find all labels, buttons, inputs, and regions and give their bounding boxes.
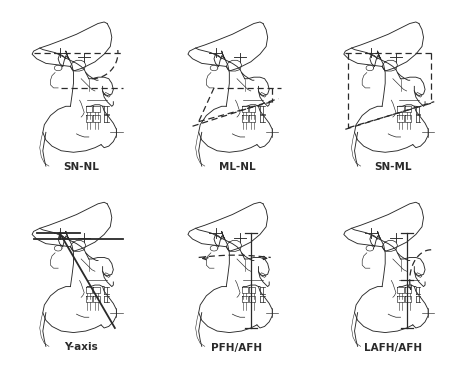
Text: SN-ML: SN-ML <box>374 162 411 172</box>
Text: ML-NL: ML-NL <box>219 162 255 172</box>
Text: Y-axis: Y-axis <box>64 342 98 352</box>
Text: SN-NL: SN-NL <box>63 162 99 172</box>
Text: LAFH/AFH: LAFH/AFH <box>364 342 422 352</box>
Text: PFH/AFH: PFH/AFH <box>211 342 263 352</box>
